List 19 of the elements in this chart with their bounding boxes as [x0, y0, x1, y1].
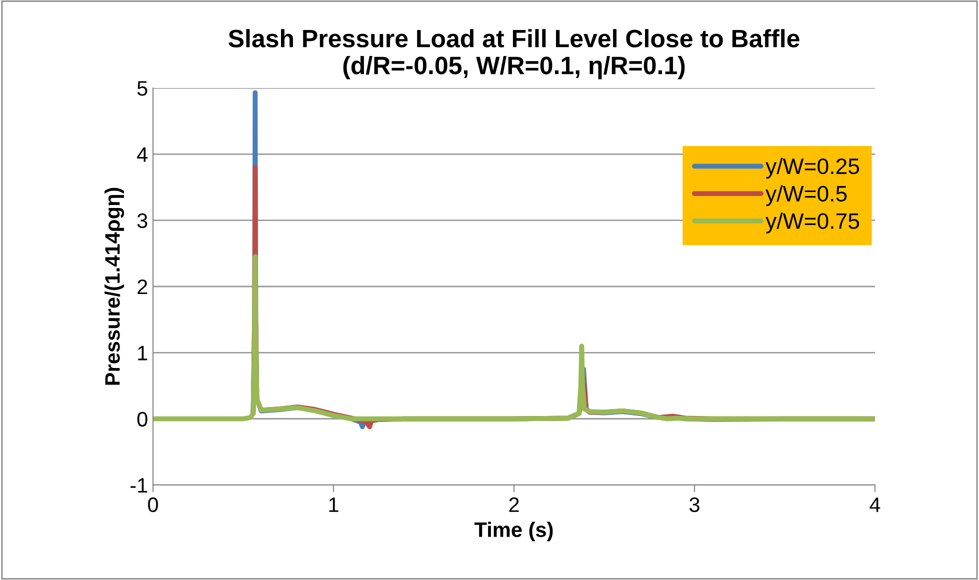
legend-label: y/W=0.75 — [766, 212, 860, 234]
legend-label: y/W=0.25 — [766, 158, 860, 179]
y-axis-title: Pressure/(1.414ρgη) — [104, 188, 124, 385]
line-series — [153, 254, 875, 422]
y-tick-label: 1 — [138, 346, 148, 360]
x-tick-label: 3 — [690, 497, 700, 512]
chart-title: Slash Pressure Load at Fill Level Close to Baffle (d/R=-0.05, W/R=0.1, η/R=0.1) — [228, 29, 800, 80]
legend-label: y/W=0.5 — [766, 185, 847, 206]
y-tick-label: 4 — [137, 147, 148, 162]
x-tick-label: 1 — [329, 498, 338, 512]
y-tick-label: -1 — [130, 478, 148, 493]
x-tick-label: 2 — [509, 497, 519, 512]
x-tick-label: 4 — [870, 498, 880, 512]
y-tick-label: 5 — [137, 81, 148, 96]
y-tick-label: 2 — [138, 280, 148, 294]
y-tick-label: 3 — [137, 213, 148, 228]
x-tick-label: 0 — [148, 497, 158, 512]
y-tick-label: 0 — [137, 412, 148, 427]
x-axis-title: Time (s) — [474, 522, 553, 542]
